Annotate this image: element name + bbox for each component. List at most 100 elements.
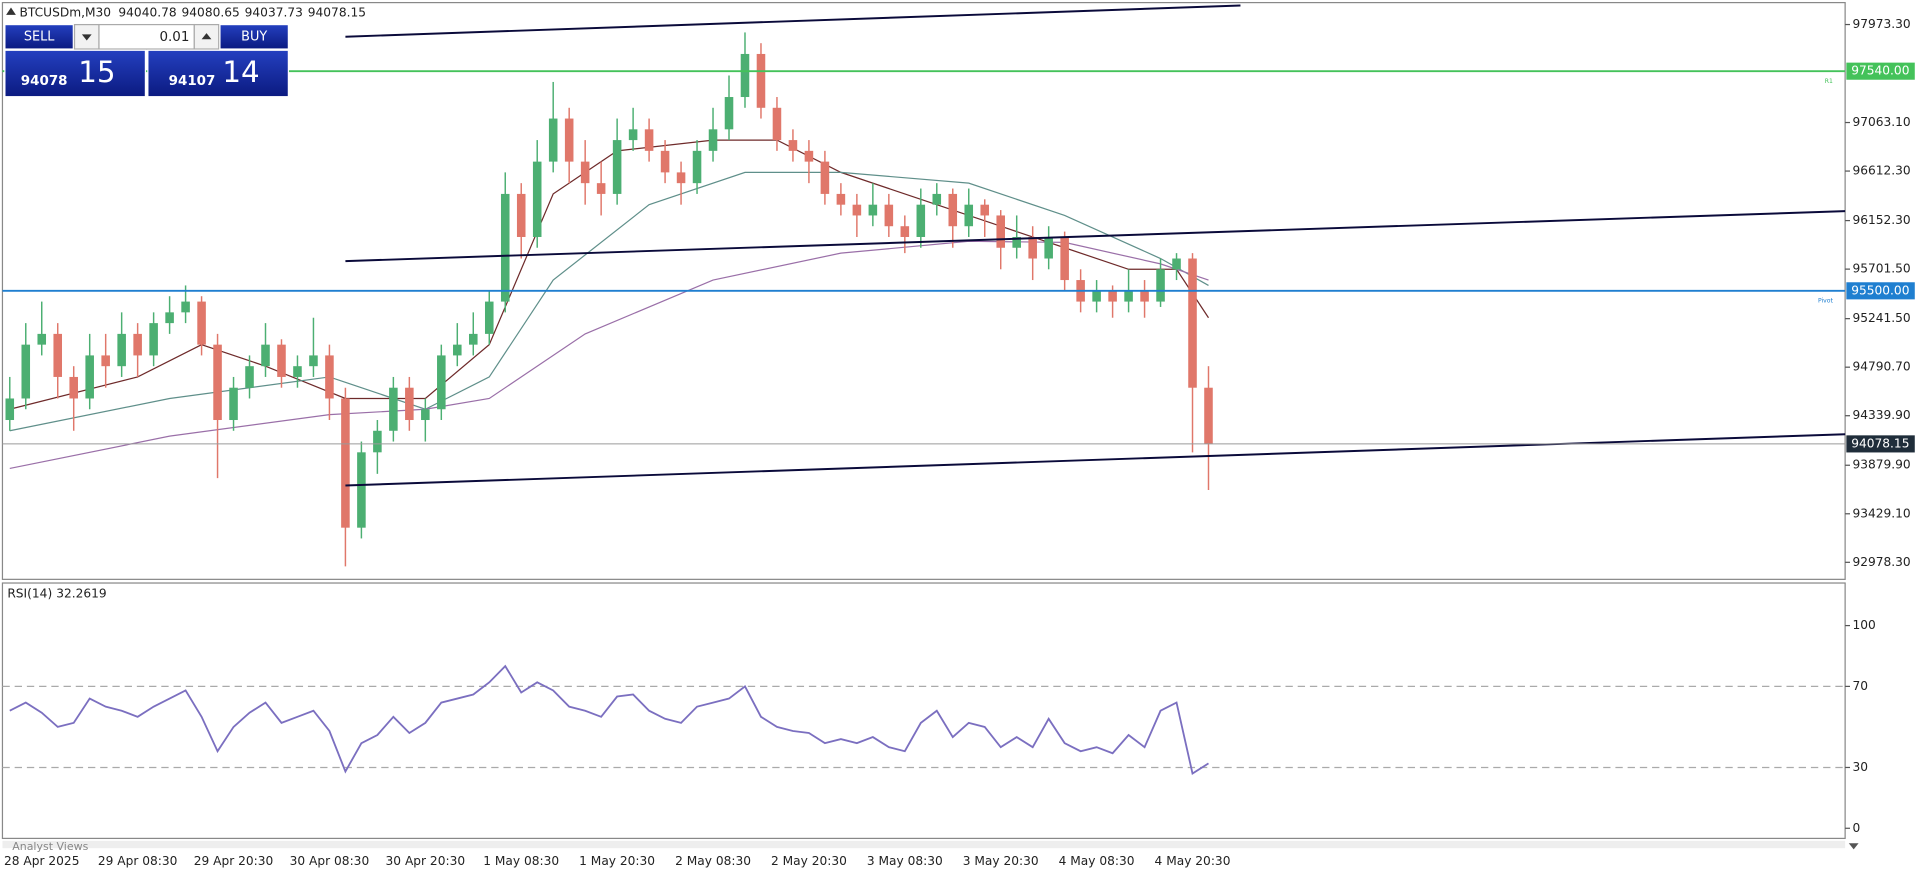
candle-body bbox=[788, 140, 798, 151]
buy-price-big[interactable]: 14 bbox=[222, 55, 259, 89]
x-tick-label: 1 May 08:30 bbox=[483, 854, 559, 868]
analyst-views-tab[interactable]: Analyst Views bbox=[12, 840, 88, 853]
x-tick-label: 2 May 08:30 bbox=[675, 854, 751, 868]
candle-body bbox=[5, 398, 15, 421]
buy-button[interactable] bbox=[219, 23, 289, 50]
x-tick-label: 1 May 20:30 bbox=[579, 854, 655, 868]
level-label-box bbox=[1846, 282, 1915, 300]
x-tick-label: 4 May 08:30 bbox=[1059, 854, 1135, 868]
candle-body bbox=[213, 344, 222, 421]
close: 94078.15 bbox=[308, 5, 366, 19]
candle-body bbox=[1012, 236, 1021, 248]
candle-body bbox=[660, 150, 670, 173]
sell-price-main[interactable]: 94078 bbox=[21, 74, 68, 89]
candle-body bbox=[708, 129, 718, 151]
x-tick-label: 2 May 20:30 bbox=[771, 854, 847, 868]
candle-body bbox=[804, 150, 814, 162]
candle-body bbox=[644, 129, 654, 151]
rsi-line bbox=[9, 664, 1209, 776]
x-tick-label: 29 Apr 20:30 bbox=[194, 854, 274, 868]
candle-body bbox=[325, 355, 334, 399]
x-tick-label: 30 Apr 20:30 bbox=[386, 854, 466, 868]
candle-body bbox=[437, 355, 446, 410]
y-tick-label: 95241.50 bbox=[1852, 311, 1910, 325]
candle-body bbox=[692, 150, 702, 184]
level-tag: Pivot bbox=[1818, 298, 1834, 305]
candle-body bbox=[37, 333, 47, 345]
candle-body bbox=[149, 323, 158, 356]
candle-body bbox=[453, 344, 462, 356]
y-tick-label: 0 bbox=[1852, 821, 1860, 835]
down-arrow bbox=[81, 34, 92, 41]
x-tick-label: 3 May 08:30 bbox=[867, 854, 943, 868]
candle-body bbox=[948, 193, 958, 227]
y-tick-label: 94790.70 bbox=[1852, 360, 1910, 374]
candle-body bbox=[564, 118, 574, 162]
y-tick-label: 70 bbox=[1852, 679, 1868, 693]
candle-body bbox=[996, 215, 1005, 248]
candle-body bbox=[1172, 258, 1181, 270]
candle-body bbox=[1044, 236, 1053, 259]
buy-label[interactable]: BUY bbox=[241, 29, 267, 44]
candle-body bbox=[628, 129, 638, 141]
x-tick-label: 30 Apr 08:30 bbox=[290, 854, 370, 868]
buy-price-box[interactable] bbox=[147, 49, 289, 98]
plot: 97973.30 97063.10 96612.30 96152.30 95701.50… bbox=[2, 4, 1915, 868]
candle-body bbox=[1188, 258, 1197, 388]
scroll-arrow[interactable] bbox=[1848, 843, 1859, 850]
moving-average bbox=[9, 240, 1209, 470]
y-tick-label: 96152.30 bbox=[1852, 213, 1910, 227]
candle-body bbox=[181, 301, 190, 313]
candle-body bbox=[612, 140, 622, 194]
candle-body bbox=[548, 118, 558, 162]
level-label: 94078.15 bbox=[1851, 436, 1909, 450]
x-tick-label: 29 Apr 08:30 bbox=[98, 854, 178, 868]
candle-body bbox=[21, 344, 31, 399]
candle-body bbox=[916, 204, 926, 237]
candle-body bbox=[516, 193, 526, 237]
indicator-value: 32.2619 bbox=[56, 587, 106, 601]
trendline bbox=[345, 4, 1241, 38]
candle-body bbox=[676, 172, 686, 184]
level-tag: R1 bbox=[1825, 78, 1833, 85]
y-tick-label: 95701.50 bbox=[1852, 262, 1910, 276]
y-tick-label: 30 bbox=[1852, 760, 1868, 774]
low: 94037.73 bbox=[245, 5, 303, 19]
candle-body bbox=[820, 161, 830, 194]
sell-price-big[interactable]: 15 bbox=[78, 55, 115, 89]
candle-body bbox=[852, 204, 862, 216]
level-label-box bbox=[1846, 435, 1915, 453]
candle-body bbox=[932, 193, 942, 205]
sell-label[interactable]: SELL bbox=[24, 29, 55, 44]
candle-body bbox=[117, 333, 126, 367]
candle-body bbox=[85, 355, 94, 399]
candle-body bbox=[884, 204, 894, 227]
y-tick-label: 100 bbox=[1852, 618, 1875, 632]
candle-body bbox=[341, 398, 350, 528]
sell-price-box[interactable] bbox=[4, 49, 147, 98]
candle-body bbox=[836, 193, 846, 205]
candle-body bbox=[1060, 236, 1069, 281]
buy-price-main[interactable]: 94107 bbox=[169, 74, 216, 89]
candle-body bbox=[245, 366, 254, 388]
collapse-icon[interactable] bbox=[6, 7, 16, 15]
high: 94080.65 bbox=[182, 5, 240, 19]
candle-body bbox=[900, 226, 910, 237]
y-tick-label: 93429.10 bbox=[1852, 506, 1910, 520]
candle-body bbox=[133, 333, 142, 356]
candle-body bbox=[421, 409, 430, 421]
trendline bbox=[345, 210, 1846, 263]
candle-body bbox=[964, 204, 974, 227]
y-tick-label: 96612.30 bbox=[1852, 164, 1910, 178]
candle-body bbox=[724, 97, 734, 130]
lot-input[interactable] bbox=[98, 23, 195, 50]
lot-value[interactable]: 0.01 bbox=[159, 30, 189, 45]
open: 94040.78 bbox=[118, 5, 176, 19]
sell-button[interactable] bbox=[4, 23, 74, 50]
candle-body bbox=[293, 366, 302, 377]
candle-body bbox=[101, 355, 110, 367]
candle-body bbox=[1092, 290, 1101, 302]
candle-body bbox=[1108, 290, 1117, 302]
header: BTCUSDm,M30 94040.78 94080.65 94037.73 94078… bbox=[6, 5, 366, 19]
